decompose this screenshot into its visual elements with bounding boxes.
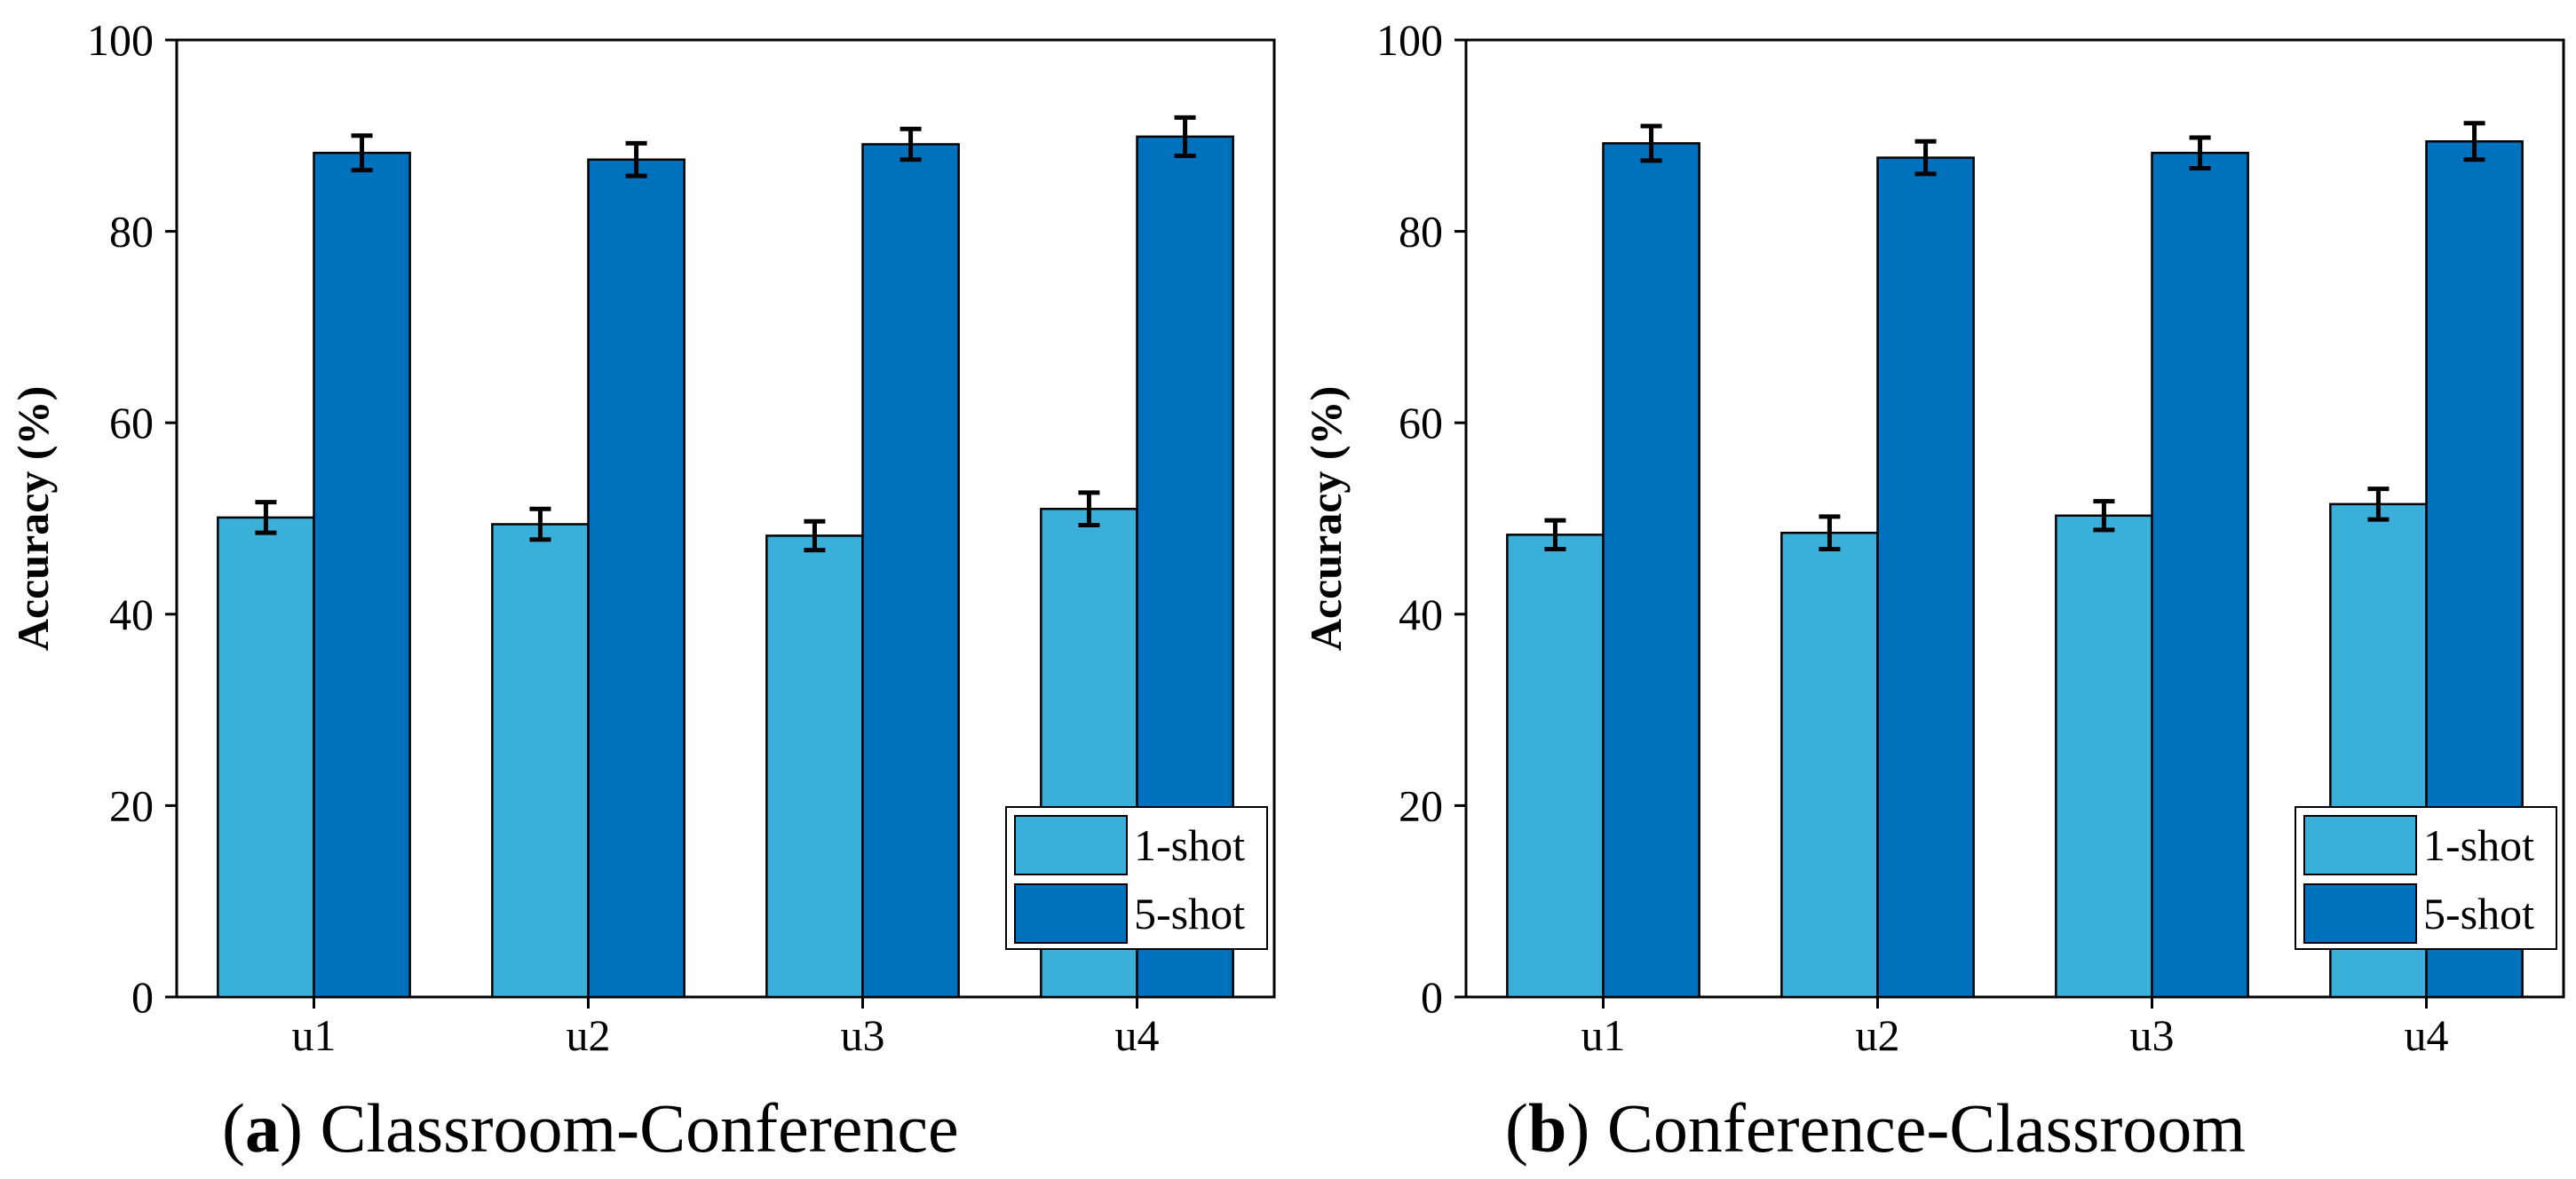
panel-title: Classroom-Conference [320, 1089, 958, 1167]
y-axis-title: Accuracy (%) [1301, 386, 1351, 652]
y-axis-title: Accuracy (%) [8, 386, 58, 652]
bar-1-shot-u2 [491, 523, 590, 999]
panel-letter: b [1528, 1089, 1566, 1167]
chart-panel-a: u1 u2 u3 u4 0 20 40 60 80 100 Accuracy (%) 1-shot 5-… [8, 15, 1276, 1167]
x-tick-label-u4: u4 [1115, 1010, 1160, 1060]
error-bar-5-shot-u2 [1914, 138, 1937, 177]
bar-5-shot-u1 [1602, 142, 1700, 999]
error-bar-5-shot-u3 [900, 126, 922, 162]
y-tick-label-20: 20 [109, 780, 154, 830]
error-bar-5-shot-u2 [625, 140, 647, 178]
error-bar-5-shot-u4 [1174, 115, 1196, 158]
bar-1-shot-u3 [765, 534, 864, 999]
error-bar-1-shot-u2 [529, 506, 551, 542]
y-tick-label-0: 0 [131, 972, 154, 1022]
error-bar-5-shot-u1 [1640, 123, 1662, 163]
error-bar-1-shot-u4 [2367, 487, 2390, 522]
bar-5-shot-u2 [587, 158, 686, 999]
bar-1-shot-u3 [2055, 514, 2153, 999]
y-tick-label-20: 20 [1399, 780, 1443, 830]
x-tick-label-u4: u4 [2405, 1010, 2449, 1060]
error-bar-1-shot-u1 [255, 500, 277, 535]
bar-5-shot-u2 [1876, 156, 1975, 999]
panel-caption: (b) Conference-Classroom [1505, 1089, 2246, 1167]
x-tick-label-u2: u2 [1856, 1010, 1900, 1060]
error-bar-5-shot-u3 [2189, 135, 2211, 170]
error-bar-5-shot-u1 [351, 133, 373, 173]
error-bar-1-shot-u2 [1819, 514, 1841, 551]
y-tick-label-100: 100 [1376, 15, 1443, 65]
legend-label-1-shot: 1-shot [1134, 820, 1245, 870]
bar-5-shot-u3 [2151, 151, 2249, 999]
bar-1-shot-u1 [217, 516, 315, 999]
legend-swatch-5-shot [2303, 883, 2417, 944]
error-bar-1-shot-u4 [1078, 490, 1100, 528]
y-tick-label-100: 100 [87, 15, 154, 65]
y-tick-label-80: 80 [1399, 207, 1443, 257]
bar-1-shot-u1 [1506, 534, 1605, 999]
legend-label-5-shot: 5-shot [1134, 889, 1245, 938]
bar-5-shot-u3 [861, 143, 960, 999]
bar-1-shot-u2 [1780, 531, 1879, 999]
chart-panel-b: u1 u2 u3 u4 0 20 40 60 80 100 Accuracy (%) 1-shot 5-… [1301, 15, 2565, 1167]
y-tick-label-60: 60 [1399, 398, 1443, 447]
y-tick-label-60: 60 [109, 398, 154, 447]
x-tick-label-u1: u1 [292, 1010, 337, 1060]
legend-swatch-5-shot [1014, 883, 1128, 944]
bar-5-shot-u1 [313, 151, 411, 999]
panel-title: Conference-Classroom [1607, 1089, 2246, 1167]
error-bar-5-shot-u4 [2463, 121, 2485, 162]
y-tick-label-0: 0 [1421, 972, 1443, 1022]
error-bar-1-shot-u3 [2093, 499, 2115, 533]
x-tick-label-u3: u3 [2130, 1010, 2175, 1060]
x-tick-label-u2: u2 [567, 1010, 611, 1060]
legend-label-1-shot: 1-shot [2423, 820, 2534, 870]
y-tick-label-40: 40 [1399, 590, 1443, 639]
legend: 1-shot 5-shot [2295, 806, 2557, 950]
error-bar-1-shot-u3 [804, 518, 826, 553]
x-tick-label-u3: u3 [841, 1010, 885, 1060]
panel-caption: (a) Classroom-Conference [222, 1089, 959, 1167]
legend-label-5-shot: 5-shot [2423, 889, 2534, 938]
error-bar-1-shot-u1 [1544, 518, 1566, 551]
x-tick-label-u1: u1 [1581, 1010, 1626, 1060]
legend-swatch-1-shot [1014, 815, 1128, 875]
y-tick-label-80: 80 [109, 207, 154, 257]
panel-letter: a [245, 1089, 280, 1167]
legend-swatch-1-shot [2303, 815, 2417, 875]
legend: 1-shot 5-shot [1005, 806, 1268, 950]
y-tick-label-40: 40 [109, 590, 154, 639]
